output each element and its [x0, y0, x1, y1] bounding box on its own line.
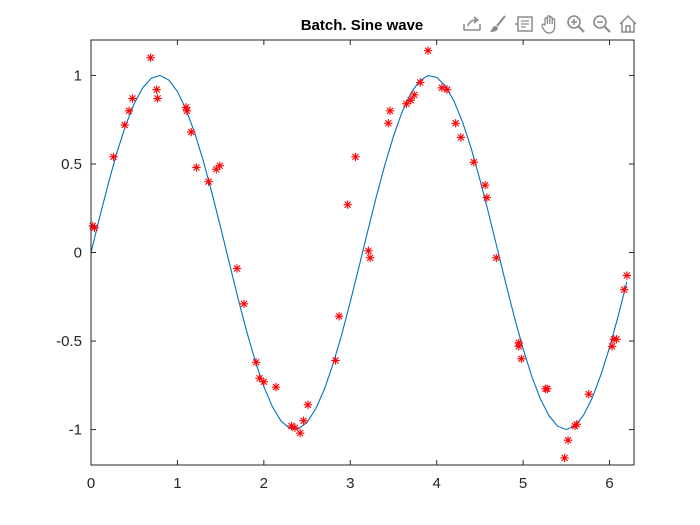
data-point-marker: [560, 453, 569, 463]
data-point-marker: [334, 312, 344, 321]
data-point-marker: [572, 420, 581, 429]
data-point-marker: [622, 271, 632, 280]
data-point-marker: [423, 46, 433, 55]
zoom-in-button[interactable]: [564, 12, 588, 36]
data-point-marker: [469, 157, 479, 167]
x-tick-label: 0: [87, 475, 95, 492]
data-point-marker: [351, 152, 360, 162]
figure-toolbar: [460, 12, 640, 36]
data-point-marker: [451, 119, 460, 128]
x-tick-label: 1: [173, 475, 181, 492]
data-point-marker: [563, 436, 573, 445]
data-point-marker: [331, 356, 340, 365]
data-point-marker: [514, 342, 523, 351]
data-point-marker: [192, 163, 201, 172]
data-point-marker: [290, 423, 300, 433]
data-point-marker: [251, 358, 261, 367]
x-tick-label: 3: [346, 475, 354, 492]
zoom-out-icon: [593, 15, 611, 33]
zoom-in-icon: [567, 15, 585, 33]
x-tick-label: 2: [260, 475, 268, 492]
y-tick-label: -1: [69, 422, 82, 439]
data-point-marker: [255, 374, 264, 383]
data-point-marker: [410, 90, 419, 100]
data-point-marker: [146, 53, 155, 62]
y-tick-label: 0.5: [61, 156, 82, 173]
y-tick-label: 0: [74, 245, 82, 262]
data-point-marker: [442, 85, 452, 94]
datatip-icon: [515, 16, 533, 32]
data-point-marker: [343, 200, 352, 209]
home-icon: [619, 14, 637, 33]
data-point-marker: [259, 377, 269, 386]
data-point-marker: [215, 161, 224, 170]
data-point-marker: [584, 389, 593, 399]
data-point-marker: [109, 152, 118, 162]
data-point-marker: [299, 416, 308, 425]
export-button[interactable]: [460, 12, 484, 36]
data-point-marker: [384, 119, 393, 128]
data-point-marker: [480, 181, 490, 190]
data-point-marker: [365, 253, 375, 263]
brush-icon: [490, 15, 506, 32]
y-tick-label: 1: [74, 67, 82, 84]
data-point-marker: [402, 99, 411, 108]
sine-curve-line: [90, 74, 628, 431]
data-point-marker: [303, 400, 313, 409]
data-point-marker: [612, 335, 621, 344]
data-point-marker: [364, 246, 373, 255]
pan-icon: [541, 15, 556, 34]
datatip-button[interactable]: [512, 12, 536, 36]
data-point-marker: [543, 384, 552, 394]
data-point-marker: [620, 285, 629, 294]
axes: 0 1 2 3 4 5 6 -1 -0.5 0 0.5 1: [56, 39, 635, 492]
data-point-marker: [187, 127, 196, 137]
chart-title: Batch. Sine wave: [301, 17, 424, 34]
zoom-out-button[interactable]: [590, 12, 614, 36]
data-point-marker: [385, 106, 395, 116]
data-point-marker: [182, 106, 192, 116]
plot-area: [88, 46, 632, 463]
data-point-marker: [517, 354, 526, 363]
y-tick-label: -0.5: [56, 333, 82, 350]
data-point-marker: [204, 177, 213, 186]
brush-button[interactable]: [486, 12, 510, 36]
data-point-marker: [124, 106, 134, 116]
data-point-marker: [271, 382, 281, 392]
x-tick-label: 4: [433, 475, 441, 492]
data-point-marker: [492, 253, 501, 263]
x-tick-label: 5: [519, 475, 527, 492]
data-point-marker: [152, 85, 161, 94]
data-point-marker: [120, 120, 129, 130]
export-icon: [463, 16, 481, 31]
pan-button[interactable]: [538, 12, 562, 36]
data-point-marker: [239, 299, 249, 309]
data-point-marker: [607, 342, 617, 351]
data-point-marker: [482, 193, 492, 202]
data-point-marker: [90, 223, 99, 232]
home-button[interactable]: [616, 12, 640, 36]
data-point-marker: [406, 96, 415, 105]
data-point-marker: [295, 428, 305, 438]
data-point-marker: [232, 264, 242, 273]
data-point-marker: [153, 94, 162, 103]
data-point-marker: [416, 78, 425, 87]
data-point-marker: [456, 133, 466, 142]
x-tick-label: 6: [605, 475, 613, 492]
data-point-marker: [128, 94, 137, 103]
